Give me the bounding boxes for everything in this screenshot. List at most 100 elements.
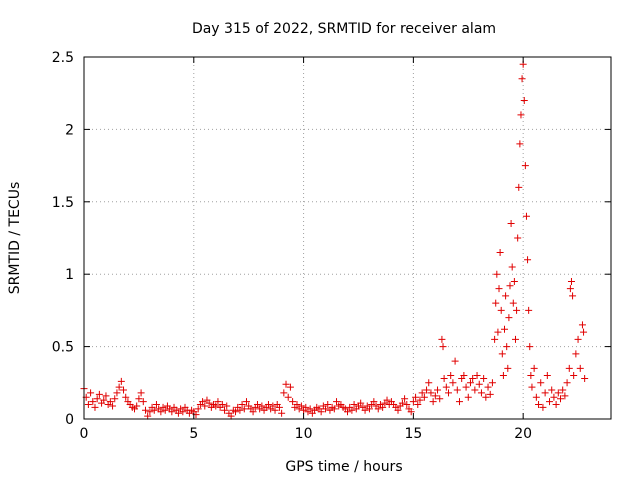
data-point <box>414 401 422 409</box>
data-point <box>434 386 442 394</box>
data-point <box>453 386 461 394</box>
data-point <box>361 406 369 414</box>
data-point <box>275 403 283 411</box>
data-point <box>306 405 314 413</box>
data-point <box>221 406 229 414</box>
data-point <box>447 372 455 380</box>
data-point <box>505 314 513 322</box>
data-point <box>100 396 108 404</box>
data-point <box>440 374 448 382</box>
data-point <box>122 393 130 401</box>
data-point <box>559 386 567 394</box>
data-point <box>416 396 424 404</box>
data-point <box>455 398 463 406</box>
data-point <box>473 372 481 380</box>
data-point <box>87 389 95 397</box>
data-point <box>394 406 402 414</box>
data-point <box>146 408 154 416</box>
data-point <box>278 409 286 417</box>
data-point <box>93 395 101 403</box>
data-points <box>80 60 589 420</box>
data-point <box>496 248 504 256</box>
data-point <box>541 389 549 397</box>
data-point <box>317 408 325 416</box>
data-point <box>438 335 446 343</box>
data-point <box>236 406 244 414</box>
data-point <box>412 393 420 401</box>
chart-title: Day 315 of 2022, SRMTID for receiver ala… <box>192 21 496 37</box>
data-point <box>526 343 534 351</box>
data-point <box>569 292 577 300</box>
data-point <box>161 406 169 414</box>
data-point <box>205 399 213 407</box>
data-point <box>409 398 417 406</box>
data-point <box>537 379 545 387</box>
data-point <box>350 401 358 409</box>
x-tick-label: 15 <box>404 426 422 442</box>
data-point <box>494 328 502 336</box>
data-point <box>280 389 288 397</box>
data-point <box>139 398 147 406</box>
data-point <box>333 398 341 406</box>
data-point <box>218 401 226 409</box>
data-point <box>271 406 279 414</box>
data-point <box>348 406 356 414</box>
data-point <box>194 405 202 413</box>
data-point <box>258 402 266 410</box>
y-tick-label: 1 <box>65 267 74 283</box>
data-point <box>227 412 235 420</box>
data-point <box>565 364 573 372</box>
data-point <box>515 183 523 191</box>
data-point <box>581 374 589 382</box>
data-point <box>546 398 554 406</box>
data-point <box>543 372 551 380</box>
data-point <box>466 379 474 387</box>
data-point <box>240 405 248 413</box>
data-point <box>427 389 435 397</box>
data-point <box>497 306 505 314</box>
data-point <box>482 393 490 401</box>
data-point <box>403 401 411 409</box>
data-point <box>324 401 332 409</box>
data-point <box>567 277 575 285</box>
data-point <box>425 379 433 387</box>
data-point <box>445 389 453 397</box>
data-point <box>460 372 468 380</box>
x-tick-label: 20 <box>514 426 532 442</box>
data-point <box>580 328 588 336</box>
data-point <box>117 377 125 385</box>
y-tick-label: 0 <box>65 412 74 428</box>
data-point <box>199 398 207 406</box>
data-point <box>576 364 584 372</box>
data-point <box>242 398 250 406</box>
data-point <box>436 395 444 403</box>
data-point <box>522 212 530 220</box>
data-point <box>269 402 277 410</box>
data-point <box>504 364 512 372</box>
data-point <box>398 399 406 407</box>
data-point <box>89 398 97 406</box>
x-tick-label: 5 <box>189 426 198 442</box>
data-point <box>509 299 517 307</box>
data-point <box>286 383 294 391</box>
data-point <box>401 395 409 403</box>
data-point <box>365 405 373 413</box>
data-point <box>293 401 301 409</box>
y-tick-label: 1.5 <box>52 195 74 211</box>
x-tick-label: 10 <box>295 426 313 442</box>
data-point <box>475 380 483 388</box>
data-point <box>464 393 472 401</box>
grid-lines <box>84 57 611 419</box>
axis-ticks: 0 5 10 15 20 0 0.5 1 1.5 2 2.5 <box>52 50 611 442</box>
data-point <box>574 335 582 343</box>
data-point <box>374 405 382 413</box>
data-point <box>498 350 506 358</box>
data-point <box>91 403 99 411</box>
data-point <box>556 395 564 403</box>
data-point <box>451 357 459 365</box>
data-point <box>528 383 536 391</box>
data-point <box>501 325 509 333</box>
x-tick-label: 0 <box>80 426 89 442</box>
data-point <box>168 408 176 416</box>
data-point <box>527 372 535 380</box>
